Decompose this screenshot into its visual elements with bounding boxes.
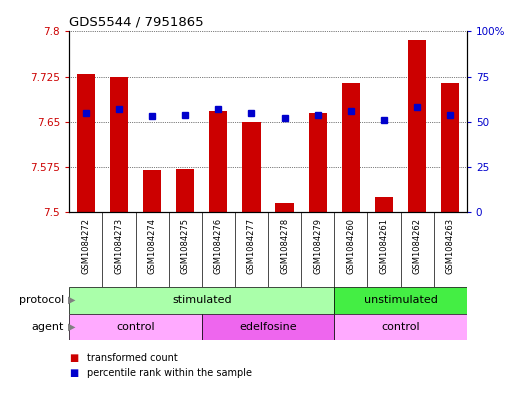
Text: GSM1084275: GSM1084275 — [181, 218, 190, 274]
Text: GSM1084277: GSM1084277 — [247, 218, 256, 274]
Text: GSM1084273: GSM1084273 — [114, 218, 124, 274]
Text: percentile rank within the sample: percentile rank within the sample — [87, 368, 252, 378]
Text: GSM1084263: GSM1084263 — [446, 218, 455, 274]
Text: GSM1084274: GSM1084274 — [148, 218, 156, 274]
Text: GDS5544 / 7951865: GDS5544 / 7951865 — [69, 16, 204, 29]
Bar — [209, 111, 227, 212]
Text: GSM1084279: GSM1084279 — [313, 218, 322, 274]
Text: ■: ■ — [69, 353, 78, 363]
Bar — [77, 73, 95, 212]
Text: transformed count: transformed count — [87, 353, 178, 363]
Text: control: control — [116, 322, 155, 332]
Bar — [110, 77, 128, 212]
Text: stimulated: stimulated — [172, 295, 231, 305]
Bar — [441, 83, 459, 212]
Text: GSM1084272: GSM1084272 — [82, 218, 90, 274]
Bar — [143, 170, 161, 212]
Text: control: control — [381, 322, 420, 332]
Bar — [334, 314, 467, 340]
Bar — [309, 113, 327, 212]
Bar — [69, 314, 202, 340]
Bar — [242, 122, 261, 212]
Bar — [375, 197, 393, 212]
Bar — [202, 314, 334, 340]
Text: protocol: protocol — [19, 295, 64, 305]
Text: ▶: ▶ — [68, 295, 76, 305]
Bar — [275, 203, 294, 212]
Text: GSM1084276: GSM1084276 — [214, 218, 223, 274]
Bar — [342, 83, 360, 212]
Text: unstimulated: unstimulated — [364, 295, 438, 305]
Text: edelfosine: edelfosine — [239, 322, 297, 332]
Text: GSM1084260: GSM1084260 — [346, 218, 356, 274]
Text: GSM1084261: GSM1084261 — [380, 218, 388, 274]
Text: ▶: ▶ — [68, 322, 76, 332]
Bar — [334, 287, 467, 314]
Bar — [408, 40, 426, 212]
Text: GSM1084262: GSM1084262 — [412, 218, 422, 274]
Text: GSM1084278: GSM1084278 — [280, 218, 289, 274]
Bar — [69, 287, 334, 314]
Bar — [176, 169, 194, 212]
Text: agent: agent — [32, 322, 64, 332]
Text: ■: ■ — [69, 368, 78, 378]
